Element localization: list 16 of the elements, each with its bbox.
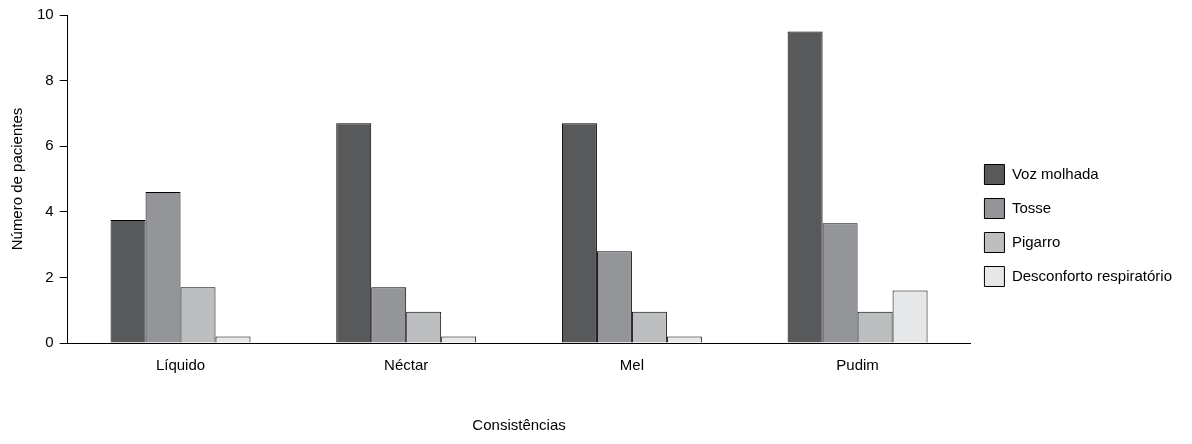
x-tick-label: Pudim: [836, 356, 879, 374]
y-tick-label: 6: [45, 136, 54, 154]
y-tick-label: 2: [45, 267, 54, 285]
y-tick-label: 0: [45, 333, 54, 351]
legend-label: Tosse: [1011, 198, 1052, 216]
y-axis-title: Número de pacientes: [8, 107, 26, 251]
legend-label: Pigarro: [1011, 232, 1061, 250]
legend-label: Voz molhada: [1011, 164, 1100, 182]
x-tick-label: Mel: [619, 356, 644, 374]
x-axis-title: Consistências: [472, 416, 566, 434]
y-tick-label: 4: [45, 201, 54, 219]
legend-label: Desconforto respiratório: [1011, 266, 1173, 284]
y-tick-label: 10: [37, 5, 54, 23]
y-tick-label: 8: [45, 70, 54, 88]
x-tick-label: Líquido: [155, 356, 206, 374]
x-tick-label: Néctar: [384, 356, 429, 374]
